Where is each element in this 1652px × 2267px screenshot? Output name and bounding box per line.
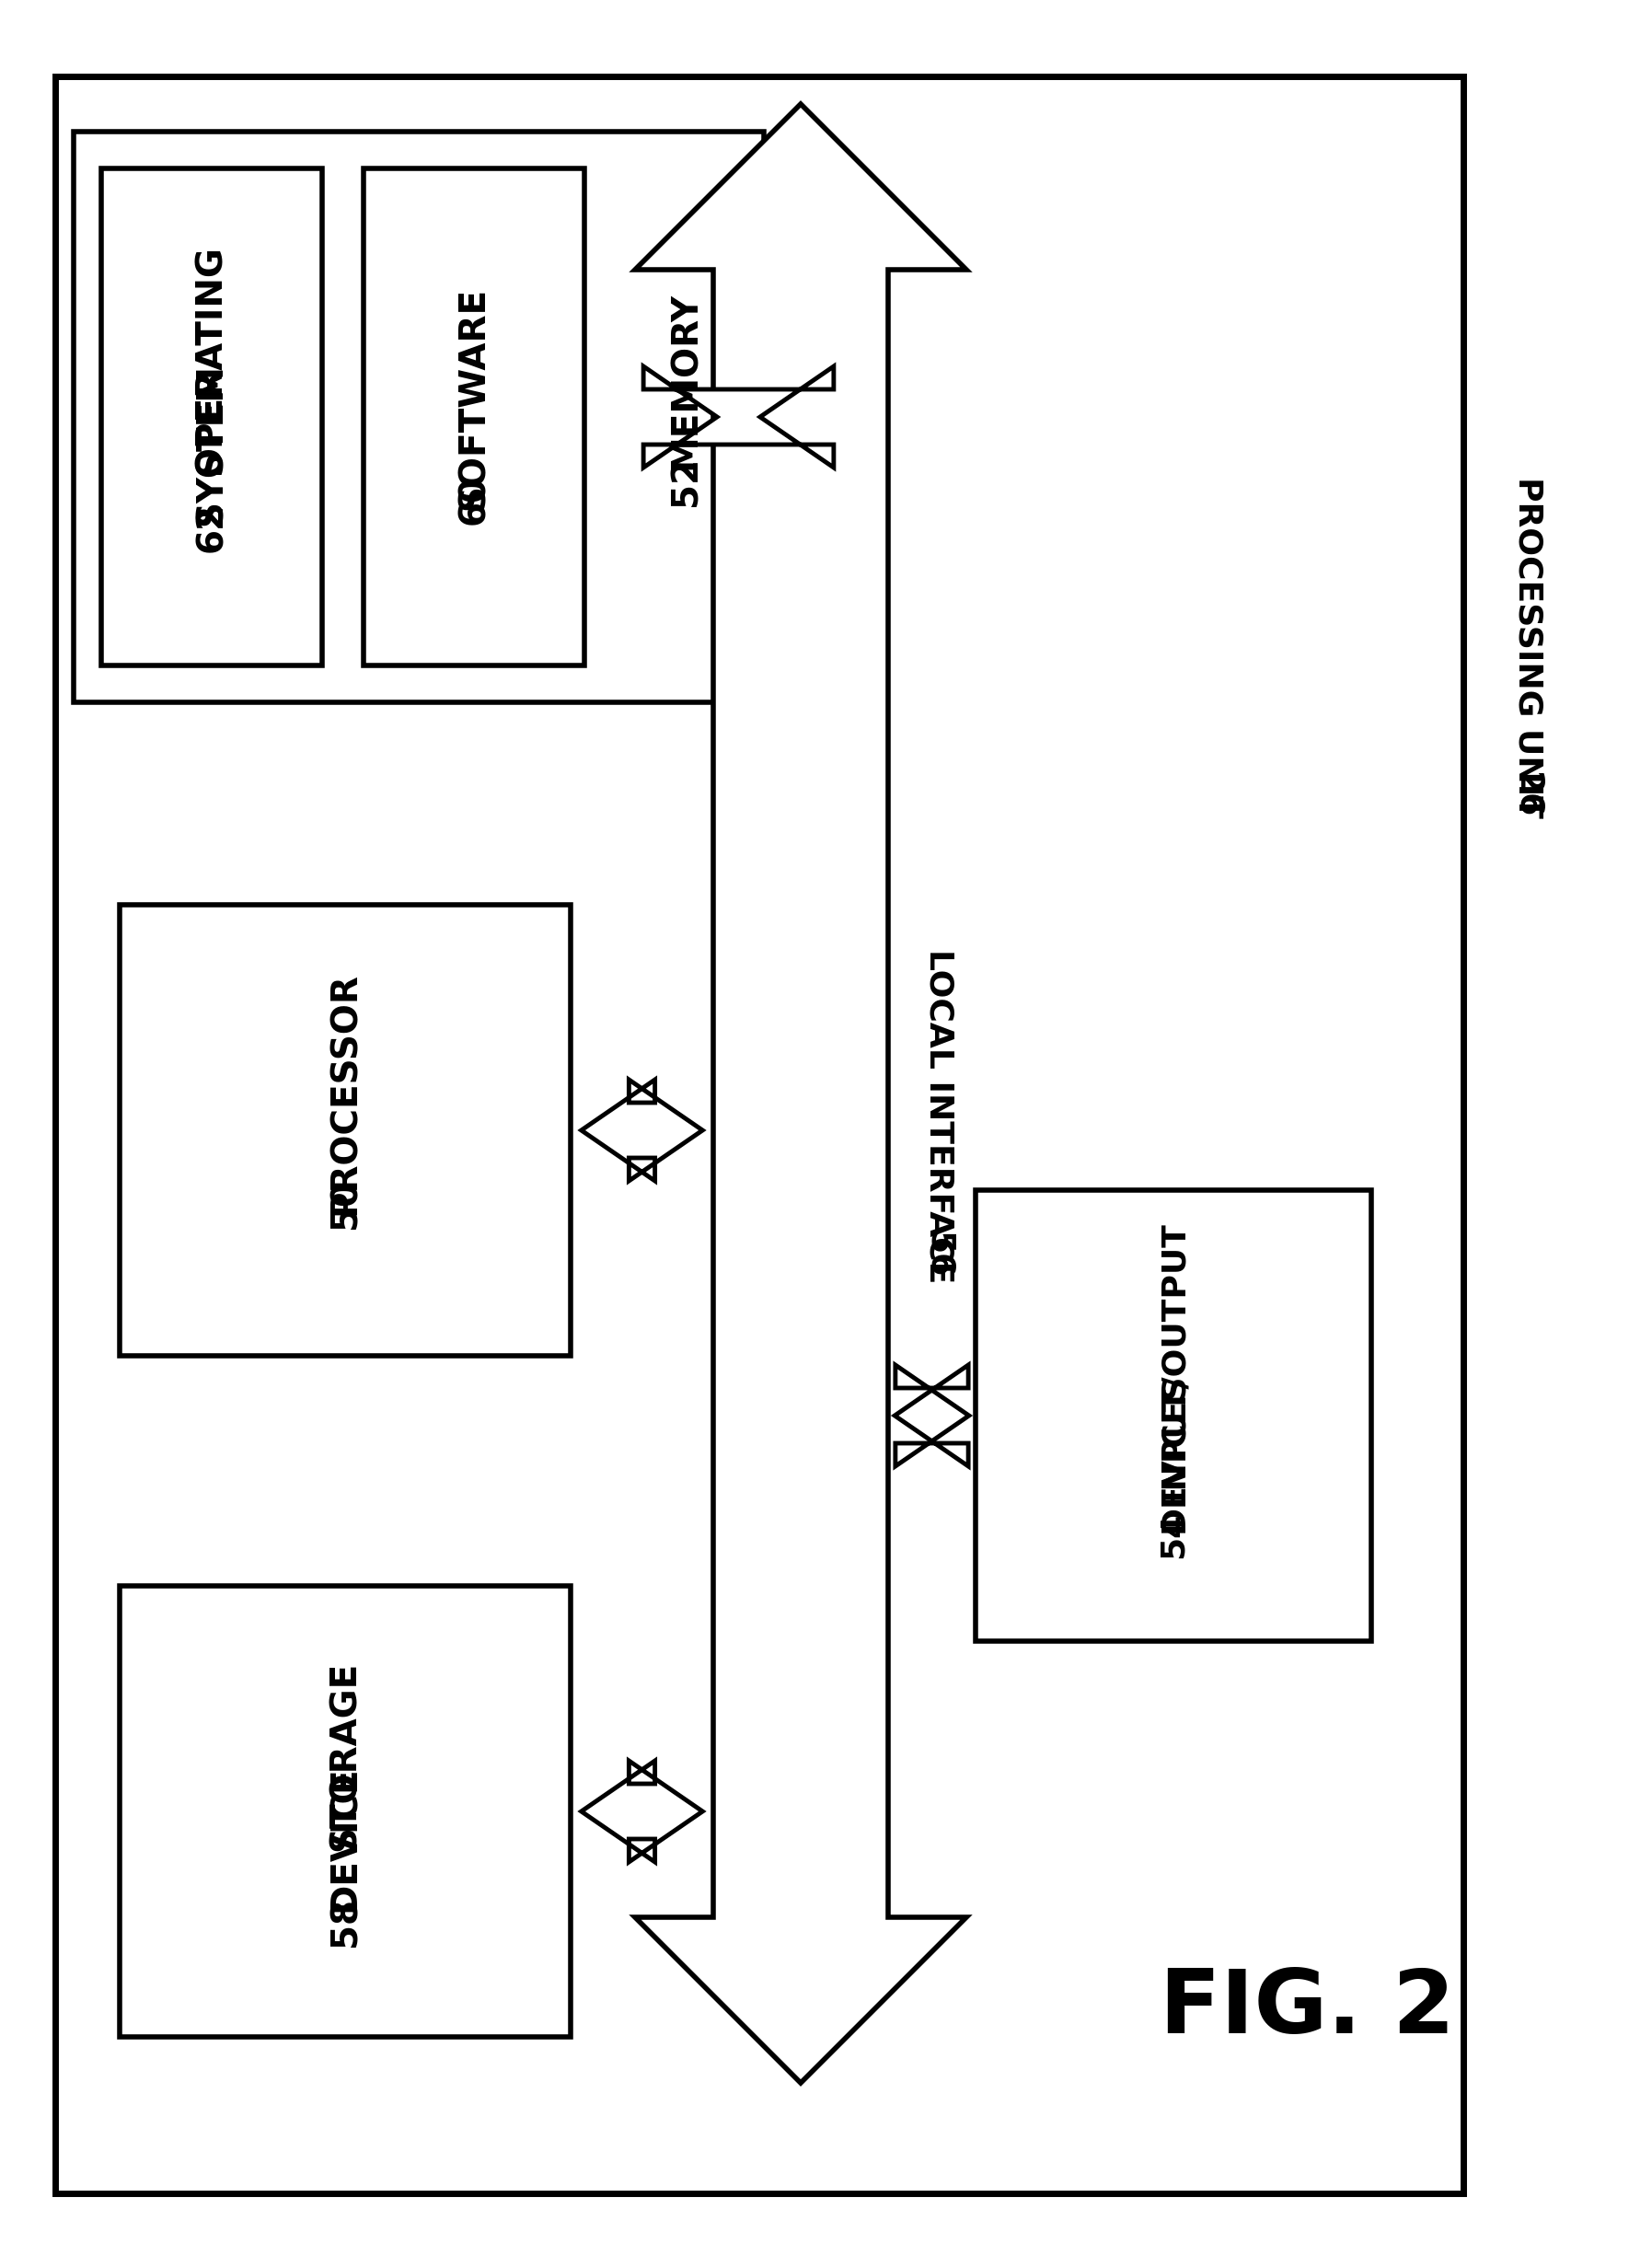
- Text: SYSTEM: SYSTEM: [195, 363, 230, 526]
- Text: 56: 56: [923, 1231, 955, 1279]
- Text: DEVICES: DEVICES: [1158, 1372, 1189, 1532]
- Polygon shape: [643, 367, 834, 467]
- Bar: [363, 168, 585, 666]
- Text: 26: 26: [1512, 771, 1543, 818]
- Polygon shape: [582, 1761, 702, 1861]
- Bar: [119, 905, 570, 1356]
- Text: PROCESSING UNIT: PROCESSING UNIT: [1512, 476, 1543, 818]
- Polygon shape: [895, 1365, 970, 1467]
- Text: 58: 58: [327, 1897, 362, 1947]
- Bar: [74, 131, 763, 703]
- Text: LOCAL INTERFACE: LOCAL INTERFACE: [923, 950, 955, 1283]
- Text: MEMORY: MEMORY: [667, 292, 704, 469]
- Text: INPUT/OUTPUT: INPUT/OUTPUT: [1158, 1222, 1189, 1501]
- Bar: [119, 1587, 570, 2036]
- Text: STORAGE: STORAGE: [327, 1662, 362, 1852]
- Text: FIG. 2: FIG. 2: [1160, 1965, 1454, 2052]
- Bar: [976, 1190, 1371, 1641]
- Text: OPERATING: OPERATING: [195, 247, 230, 476]
- Text: PROCESSOR: PROCESSOR: [327, 973, 362, 1215]
- Text: 60: 60: [456, 476, 491, 524]
- Polygon shape: [634, 104, 966, 2083]
- Text: 62: 62: [195, 503, 230, 553]
- Text: 54: 54: [1158, 1512, 1189, 1557]
- Bar: [101, 168, 322, 666]
- Polygon shape: [582, 1079, 702, 1181]
- Text: 50: 50: [327, 1179, 362, 1229]
- Text: DEVICE: DEVICE: [327, 1766, 362, 1911]
- Text: SOFTWARE: SOFTWARE: [456, 288, 491, 510]
- Bar: [55, 77, 1464, 2194]
- Text: 52: 52: [667, 456, 704, 506]
